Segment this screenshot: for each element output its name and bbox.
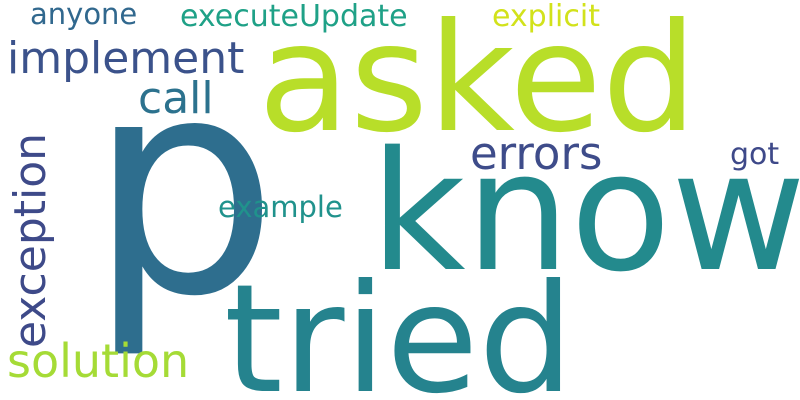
word-p: p <box>88 13 279 362</box>
word-call: call <box>138 73 214 124</box>
word-executeUpdate: executeUpdate <box>180 0 408 34</box>
word-asked: asked <box>258 0 698 166</box>
word-implement: implement <box>7 33 245 84</box>
word-explicit: explicit <box>492 0 600 34</box>
word-tried: tried <box>224 253 574 400</box>
word-example: example <box>218 190 343 224</box>
word-errors: errors <box>470 127 603 180</box>
word-exception: exception <box>5 132 56 348</box>
word-solution: solution <box>7 334 190 388</box>
word-know: know <box>370 116 800 308</box>
word-got: got <box>730 137 780 172</box>
word-anyone: anyone <box>30 0 138 31</box>
